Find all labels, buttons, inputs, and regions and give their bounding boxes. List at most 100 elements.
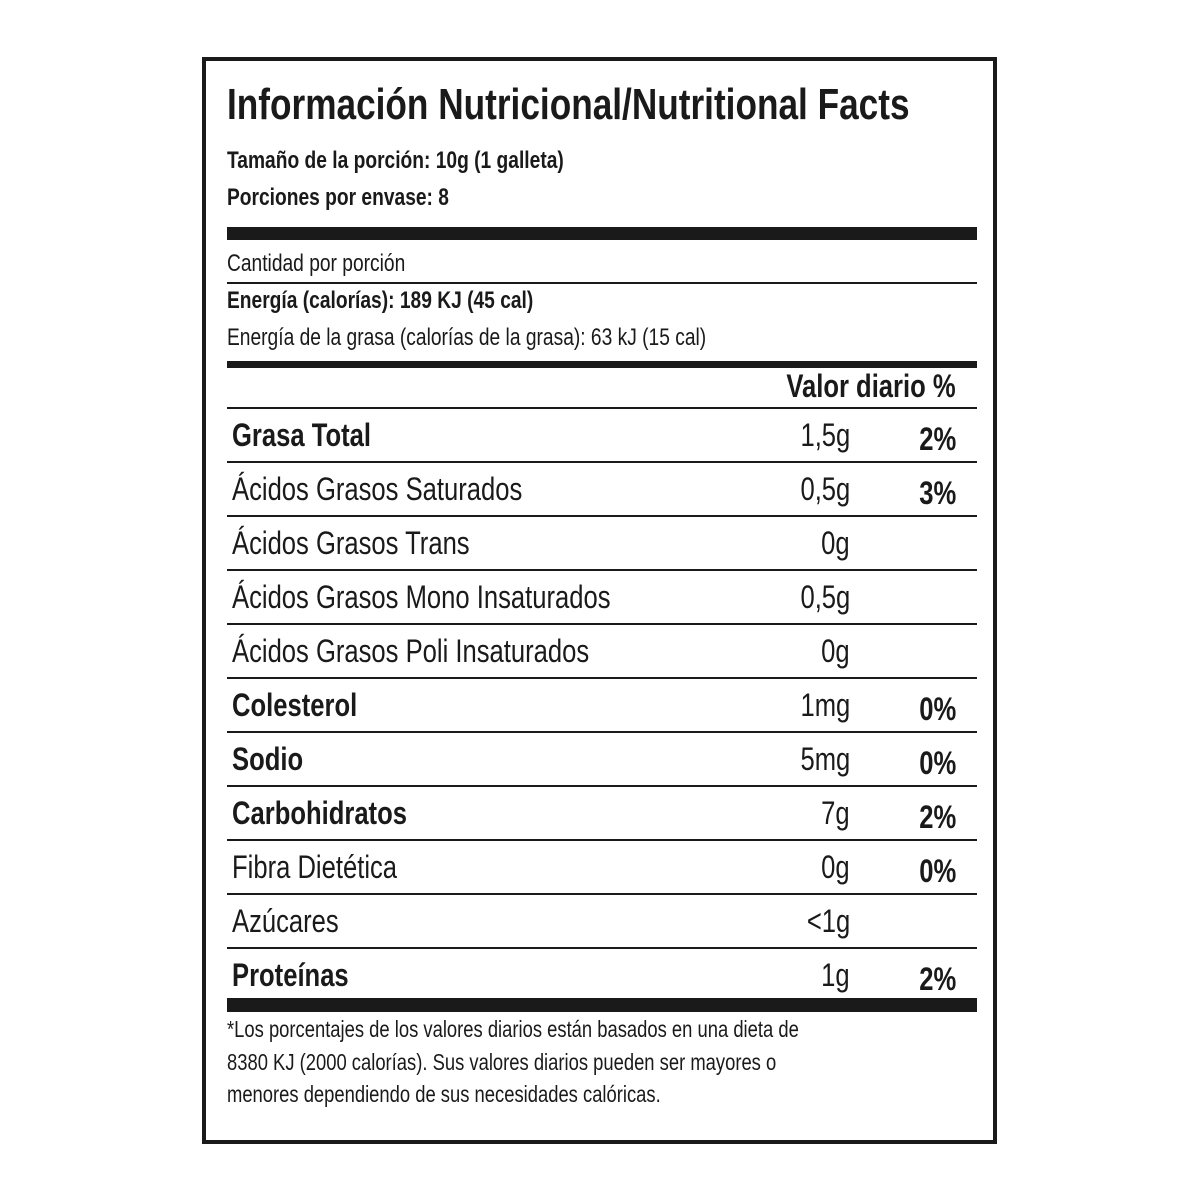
nutrient-amount: 0g [814,633,850,670]
nutrient-amount-text: 1g [821,957,850,993]
nutrient-daily-percent: 2% [910,799,956,836]
label-title: Información Nutricional/Nutritional Fact… [227,80,1080,130]
nutrient-percent-text: 0% [919,691,956,727]
nutrient-row: Grasa Total 1,5g 2% [227,409,977,463]
amount-per-serving: Cantidad por porción [227,250,450,278]
nutrient-amount: 1g [814,957,850,994]
nutrient-name: Sodio [232,741,321,778]
nutrient-row: Ácidos Grasos Mono Insaturados 0,5g [227,571,977,625]
nutrient-row: Colesterol 1mg 0% [227,679,977,733]
nutrient-name-text: Carbohidratos [232,795,407,831]
row-divider [227,515,977,517]
nutrient-row: Ácidos Grasos Trans 0g [227,517,977,571]
nutrient-amount-text: 0g [821,525,850,561]
row-divider [227,569,977,571]
nutrient-name-text: Proteínas [232,957,349,993]
nutrient-name-text: Ácidos Grasos Trans [232,525,470,561]
nutrient-name-text: Azúcares [232,903,339,939]
nutrient-name: Ácidos Grasos Trans [232,525,529,562]
nutrient-amount: 1mg [788,687,850,724]
nutrient-amount: 5mg [788,741,850,778]
nutrient-percent-text: 0% [919,745,956,781]
nutrient-amount-text: 0g [821,849,850,885]
nutrient-name-text: Ácidos Grasos Mono Insaturados [232,579,611,615]
nutrient-row: Proteínas 1g 2% [227,949,977,1003]
nutrient-amount-text: 5mg [800,741,850,777]
nutrient-name: Ácidos Grasos Poli Insaturados [232,633,678,670]
nutrient-daily-percent: 0% [910,745,956,782]
nutrient-daily-percent: 3% [910,475,956,512]
nutrient-amount: 7g [814,795,850,832]
row-divider [227,785,977,787]
nutrient-name: Colesterol [232,687,388,724]
nutrient-amount: 0,5g [788,579,850,616]
nutrient-amount: 0,5g [788,471,850,508]
nutrient-amount-text: 7g [821,795,850,831]
energy-from-fat: Energía de la grasa (calorías de la gras… [227,324,826,352]
nutrient-daily-percent: 0% [910,853,956,890]
footnote-line: 8380 KJ (2000 calorías). Sus valores dia… [227,1049,914,1076]
nutrient-name-text: Ácidos Grasos Poli Insaturados [232,633,590,669]
thick-divider [227,998,977,1012]
nutrient-row: Fibra Dietética 0g 0% [227,841,977,895]
row-divider [227,677,977,679]
nutrition-label-frame [202,57,997,1144]
nutrient-percent-text: 2% [919,961,956,997]
serving-size: Tamaño de la porción: 10g (1 galleta) [227,147,648,175]
nutrient-name-text: Sodio [232,741,304,777]
medium-divider [227,361,977,368]
footnote-line: *Los porcentajes de los valores diarios … [227,1016,942,1043]
nutrient-amount-text: 1mg [800,687,850,723]
nutrient-name: Carbohidratos [232,795,451,832]
thin-divider [227,407,977,409]
row-divider [227,839,977,841]
nutrient-name-text: Fibra Dietética [232,849,398,885]
nutrient-percent-text: 3% [919,475,956,511]
nutrient-percent-text: 0% [919,853,956,889]
footnote-text: 8380 KJ (2000 calorías). Sus valores dia… [227,1049,777,1075]
nutrient-amount-text: 0g [821,633,850,669]
thin-divider [227,282,977,284]
daily-value-header: Valor diario % [744,368,956,405]
nutrient-name-text: Ácidos Grasos Saturados [232,471,523,507]
nutrient-name: Proteínas [232,957,378,994]
nutrient-name-text: Colesterol [232,687,358,723]
energy: Energía (calorías): 189 KJ (45 cal) [227,287,610,315]
nutrient-row: Ácidos Grasos Saturados 0,5g 3% [227,463,977,517]
label-title-text: Información Nutricional/Nutritional Fact… [227,80,910,129]
nutrient-amount-text: 0,5g [800,579,850,615]
nutrient-row: Azúcares <1g [227,895,977,949]
nutrient-amount-text: 0,5g [800,471,850,507]
footnote-text: menores dependiendo de sus necesidades c… [227,1081,661,1107]
nutrient-amount: 0g [814,849,850,886]
nutrient-row: Ácidos Grasos Poli Insaturados 0g [227,625,977,679]
row-divider [227,731,977,733]
footnote-line: menores dependiendo de sus necesidades c… [227,1081,769,1108]
nutrient-amount: 1,5g [788,417,850,454]
nutrient-name: Grasa Total [232,417,406,454]
nutrient-name: Ácidos Grasos Saturados [232,471,595,508]
nutrient-amount: 0g [814,525,850,562]
nutrient-percent-text: 2% [919,421,956,457]
footnote-text: *Los porcentajes de los valores diarios … [227,1016,799,1042]
row-divider [227,947,977,949]
nutrient-row: Sodio 5mg 0% [227,733,977,787]
servings-per-container: Porciones por envase: 8 [227,184,504,212]
servings-text: Porciones por envase: 8 [227,184,449,211]
daily-value-text: Valor diario % [786,368,956,404]
nutrient-percent-text: 2% [919,799,956,835]
serving-size-text: Tamaño de la porción: 10g (1 galleta) [227,147,564,174]
row-divider [227,461,977,463]
nutrient-name: Azúcares [232,903,365,940]
row-divider [227,623,977,625]
nutrient-daily-percent: 2% [910,961,956,998]
nutrient-amount: <1g [796,903,850,940]
nutrient-name: Ácidos Grasos Mono Insaturados [232,579,705,616]
amount-text: Cantidad por porción [227,250,406,277]
row-divider [227,893,977,895]
nutrient-name-text: Grasa Total [232,417,371,453]
nutrient-amount-text: 1,5g [800,417,850,453]
nutrient-daily-percent: 2% [910,421,956,458]
nutrient-daily-percent: 0% [910,691,956,728]
nutrient-name: Fibra Dietética [232,849,438,886]
